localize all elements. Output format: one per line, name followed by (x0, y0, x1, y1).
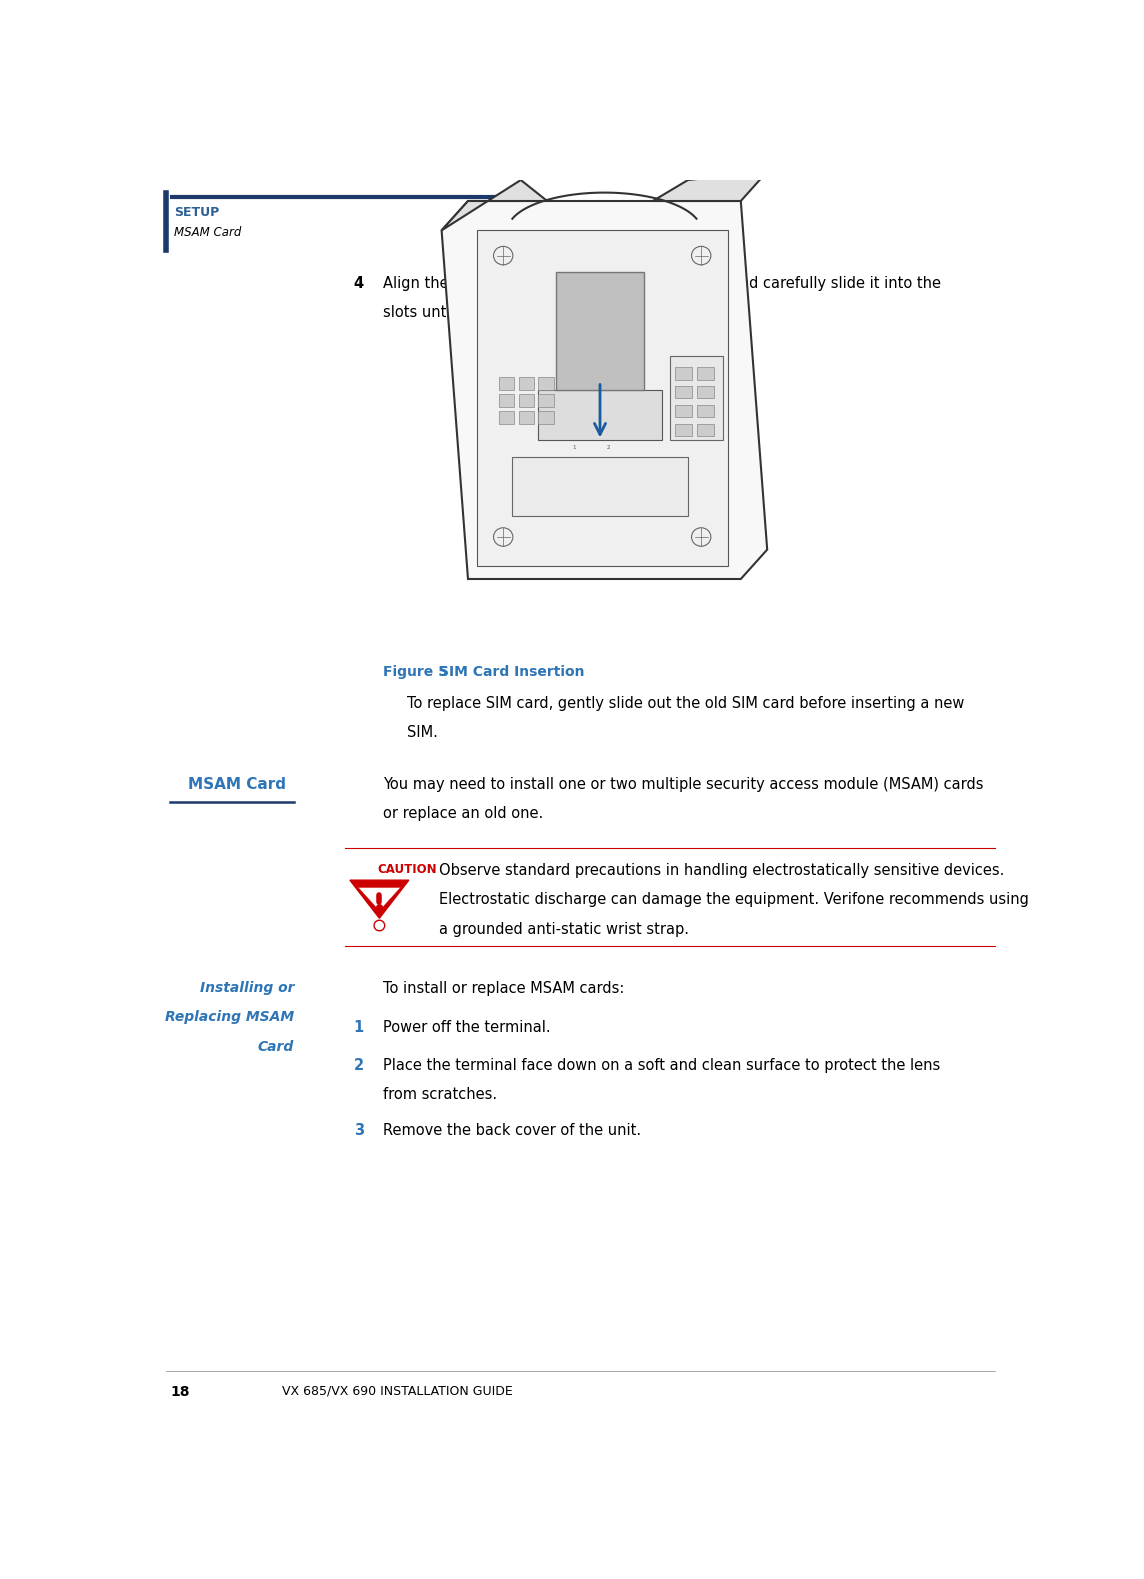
Text: Place the terminal face down on a soft and clean surface to protect the lens: Place the terminal face down on a soft a… (383, 1058, 940, 1074)
Text: To replace SIM card, gently slide out the old SIM card before inserting a new: To replace SIM card, gently slide out th… (406, 696, 964, 711)
Text: SETUP: SETUP (174, 207, 220, 219)
Bar (675, 404, 692, 417)
Bar (675, 385, 692, 398)
Bar (499, 411, 514, 423)
Bar (539, 411, 554, 423)
Text: Power off the terminal.: Power off the terminal. (383, 1020, 551, 1034)
FancyBboxPatch shape (556, 273, 644, 390)
Bar (518, 411, 534, 423)
Bar (697, 404, 714, 417)
Bar (539, 395, 554, 407)
Bar (539, 377, 554, 390)
Text: CAUTION: CAUTION (378, 864, 437, 876)
Polygon shape (350, 880, 408, 919)
Text: 18: 18 (170, 1385, 190, 1399)
Text: slots until fully inserted.: slots until fully inserted. (383, 305, 561, 321)
Text: MSAM Card: MSAM Card (189, 777, 286, 793)
Text: Observe standard precautions in handling electrostatically sensitive devices.: Observe standard precautions in handling… (439, 864, 1004, 878)
Bar (518, 377, 534, 390)
Bar (499, 377, 514, 390)
Text: Align the card to match the embossed number and carefully slide it into the: Align the card to match the embossed num… (383, 276, 942, 291)
Text: Electrostatic discharge can damage the equipment. Verifone recommends using: Electrostatic discharge can damage the e… (439, 892, 1028, 908)
Bar (518, 395, 534, 407)
Text: 3: 3 (353, 1124, 364, 1138)
Bar (539, 390, 661, 441)
Text: Figure 5: Figure 5 (383, 665, 448, 679)
Bar (697, 423, 714, 436)
Text: 2: 2 (607, 445, 611, 450)
Text: from scratches.: from scratches. (383, 1088, 498, 1102)
Polygon shape (358, 887, 400, 911)
Text: 1: 1 (353, 1020, 364, 1034)
Bar (697, 366, 714, 379)
Text: Remove the back cover of the unit.: Remove the back cover of the unit. (383, 1124, 642, 1138)
Bar (697, 385, 714, 398)
Text: VX 685/VX 690 INSTALLATION GUIDE: VX 685/VX 690 INSTALLATION GUIDE (283, 1385, 514, 1397)
Text: 2: 2 (353, 1058, 364, 1074)
Bar (513, 458, 688, 516)
Text: Installing or: Installing or (199, 981, 294, 995)
Text: a grounded anti-static wrist strap.: a grounded anti-static wrist strap. (439, 922, 689, 936)
Text: 1: 1 (572, 445, 575, 450)
Bar (670, 357, 723, 441)
Bar (499, 395, 514, 407)
Text: 4: 4 (353, 276, 364, 291)
Polygon shape (442, 180, 547, 231)
Text: You may need to install one or two multiple security access module (MSAM) cards: You may need to install one or two multi… (383, 777, 984, 793)
Polygon shape (442, 201, 768, 579)
Text: or replace an old one.: or replace an old one. (383, 807, 543, 821)
Bar (675, 366, 692, 379)
Text: SIM.: SIM. (406, 725, 437, 741)
Text: Replacing MSAM: Replacing MSAM (165, 1011, 294, 1025)
FancyBboxPatch shape (477, 231, 728, 567)
Bar (675, 423, 692, 436)
Text: To install or replace MSAM cards:: To install or replace MSAM cards: (383, 981, 625, 996)
Text: Card: Card (257, 1039, 294, 1053)
Text: MSAM Card: MSAM Card (174, 226, 241, 240)
Text: SIM Card Insertion: SIM Card Insertion (439, 665, 585, 679)
Polygon shape (653, 172, 768, 201)
